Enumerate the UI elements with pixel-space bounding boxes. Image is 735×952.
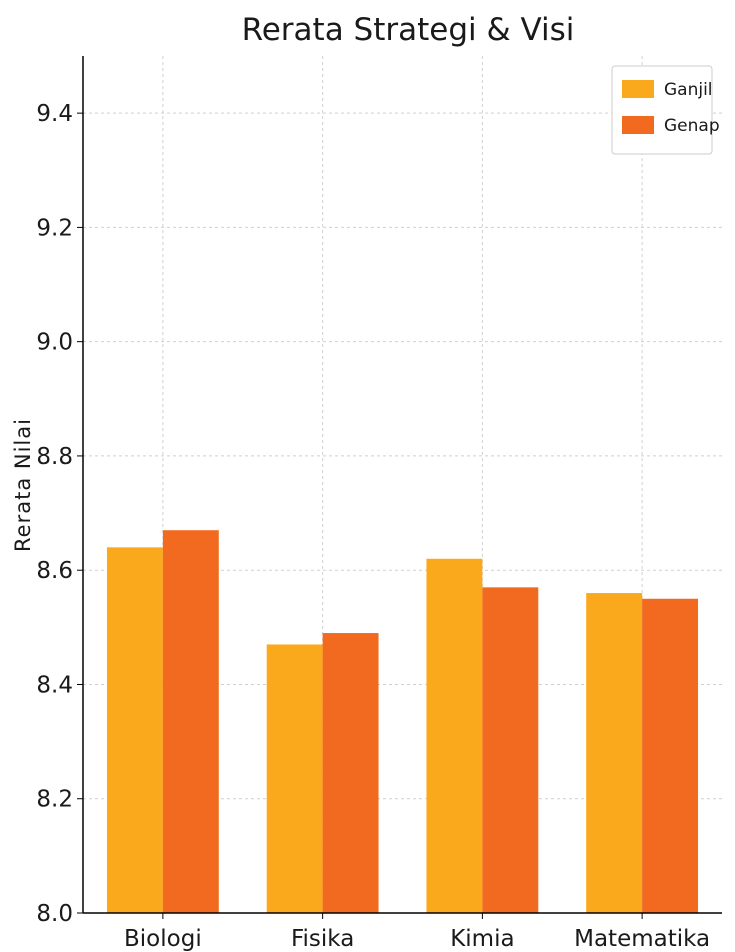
legend-label-ganjil: Ganjil [664, 80, 713, 100]
y-tick-label: 9.2 [36, 215, 73, 241]
bar-ganjil-biologi [106, 547, 163, 913]
legend-swatch-ganjil [622, 80, 654, 98]
legend-swatch-genap [622, 116, 654, 134]
legend: Ganjil Genap [611, 65, 720, 155]
bar-ganjil-kimia [426, 558, 483, 913]
bar-ganjil-matematika [586, 593, 643, 913]
x-tick-label: Matematika [574, 926, 710, 952]
y-tick-label: 8.2 [36, 787, 73, 813]
bar-ganjil-fisika [266, 644, 323, 913]
y-tick-label: 8.4 [36, 672, 73, 698]
y-tick-label: 8.6 [36, 558, 73, 584]
y-tick-label: 8.8 [36, 444, 73, 470]
x-tick-label: Fisika [291, 926, 354, 952]
y-tick-label: 9.4 [36, 101, 73, 127]
chart-title: Rerata Strategi & Visi [242, 12, 575, 48]
bar-genap-biologi [162, 530, 219, 913]
legend-label-genap: Genap [664, 116, 720, 136]
bar-genap-kimia [482, 587, 539, 913]
y-axis-label: Rerata Nilai [11, 418, 35, 552]
y-tick-label: 8.0 [36, 901, 73, 927]
x-tick-label: Biologi [124, 926, 202, 952]
bars [106, 530, 699, 913]
bar-genap-fisika [322, 633, 379, 913]
y-tick-label: 9.0 [36, 330, 73, 356]
tick-labels: 8.0 8.2 8.4 8.6 8.8 9.0 9.2 9.4 Biologi Fisika Kim… [36, 101, 710, 952]
axes [77, 56, 722, 919]
x-tick-label: Kimia [450, 926, 514, 952]
bar-genap-matematika [642, 598, 699, 913]
